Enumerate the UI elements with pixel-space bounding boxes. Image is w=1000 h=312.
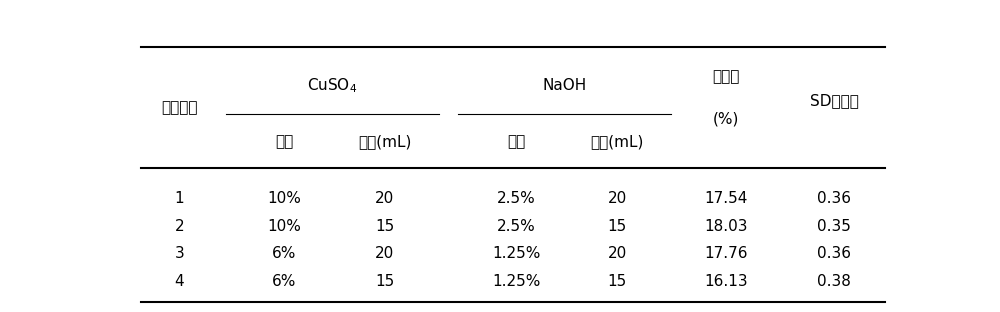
Text: 6%: 6% <box>272 274 296 289</box>
Text: 15: 15 <box>375 218 394 233</box>
Text: 6%: 6% <box>272 246 296 261</box>
Text: 体积(mL): 体积(mL) <box>358 134 411 149</box>
Text: 15: 15 <box>608 218 627 233</box>
Text: 17.76: 17.76 <box>704 246 747 261</box>
Text: SD（％）: SD（％） <box>810 94 859 109</box>
Text: 20: 20 <box>608 191 627 206</box>
Text: 18.03: 18.03 <box>704 218 747 233</box>
Text: 真蛋白: 真蛋白 <box>712 70 739 85</box>
Text: 15: 15 <box>608 274 627 289</box>
Text: 1.25%: 1.25% <box>492 274 541 289</box>
Text: 20: 20 <box>375 191 394 206</box>
Text: 0.35: 0.35 <box>817 218 851 233</box>
Text: 20: 20 <box>375 246 394 261</box>
Text: 10%: 10% <box>267 218 301 233</box>
Text: 20: 20 <box>608 246 627 261</box>
Text: 2.5%: 2.5% <box>497 218 536 233</box>
Text: CuSO$_4$: CuSO$_4$ <box>307 76 357 95</box>
Text: 试样编号: 试样编号 <box>161 100 198 115</box>
Text: 0.36: 0.36 <box>817 246 851 261</box>
Text: 体积(mL): 体积(mL) <box>590 134 644 149</box>
Text: NaOH: NaOH <box>543 78 587 93</box>
Text: 2.5%: 2.5% <box>497 191 536 206</box>
Text: 0.36: 0.36 <box>817 191 851 206</box>
Text: 3: 3 <box>174 246 184 261</box>
Text: 4: 4 <box>174 274 184 289</box>
Text: 17.54: 17.54 <box>704 191 747 206</box>
Text: 1: 1 <box>174 191 184 206</box>
Text: 15: 15 <box>375 274 394 289</box>
Text: 10%: 10% <box>267 191 301 206</box>
Text: (%): (%) <box>712 112 739 127</box>
Text: 浓度: 浓度 <box>507 134 526 149</box>
Text: 浓度: 浓度 <box>275 134 293 149</box>
Text: 1.25%: 1.25% <box>492 246 541 261</box>
Text: 0.38: 0.38 <box>817 274 851 289</box>
Text: 2: 2 <box>174 218 184 233</box>
Text: 16.13: 16.13 <box>704 274 747 289</box>
